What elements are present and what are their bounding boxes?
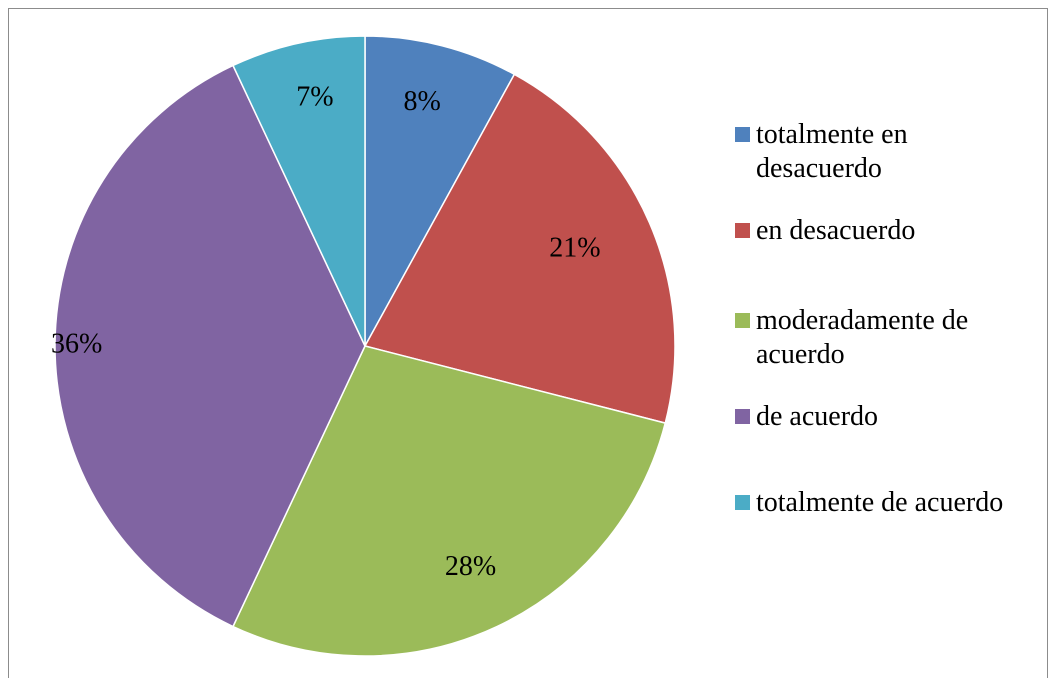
data-label-4: 36% <box>51 328 102 359</box>
legend-item-1: totalmente en desacuerdo <box>735 118 956 186</box>
legend-label-1: totalmente en desacuerdo <box>756 119 908 184</box>
pie-slice-1 <box>364 35 516 347</box>
legend-swatch-1 <box>735 127 750 142</box>
data-label-2: 21% <box>549 232 600 263</box>
data-label-3: 28% <box>445 551 496 582</box>
pie-chart: 8% 21% 28% 36% 7% <box>51 35 676 657</box>
pie-slice-5 <box>232 35 366 347</box>
pie-data-labels: 8% 21% 28% 36% 7% <box>51 81 601 582</box>
legend-swatch-2 <box>735 223 750 238</box>
chart-frame <box>8 8 1048 678</box>
legend-item-3: moderadamente de acuerdo <box>735 304 1016 372</box>
legend-swatch-4 <box>735 409 750 424</box>
legend-label-3: moderadamente de acuerdo <box>756 305 969 370</box>
legend-swatch-5 <box>735 495 750 510</box>
legend-item-2: en desacuerdo <box>735 214 915 248</box>
legend-label-5: totalmente de acuerdo <box>756 487 1004 518</box>
data-label-1: 8% <box>404 86 441 117</box>
legend-label-4: de acuerdo <box>756 401 879 432</box>
data-label-5: 7% <box>296 81 333 112</box>
legend-item-5: totalmente de acuerdo <box>735 486 1003 520</box>
legend-swatch-3 <box>735 313 750 328</box>
legend-item-4: de acuerdo <box>735 400 878 434</box>
legend-label-2: en desacuerdo <box>756 215 916 246</box>
pie-slice-3 <box>232 345 667 657</box>
pie-slice-2 <box>363 73 676 425</box>
pie-slices <box>54 35 676 657</box>
pie-slice-4 <box>54 64 366 628</box>
